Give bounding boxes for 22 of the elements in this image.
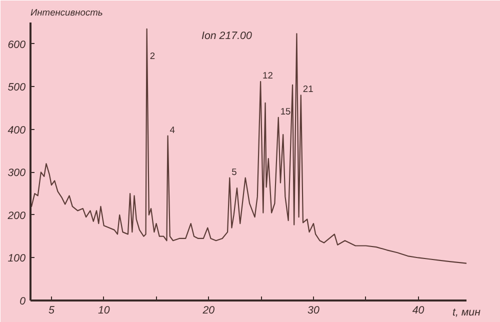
annotation: 5 [232, 166, 237, 177]
line-series [31, 28, 466, 264]
x-axis-title: t, мин [452, 306, 481, 318]
y-tick-label: 600 [8, 38, 26, 51]
annotation: 15 [280, 106, 291, 116]
y-axis-title: Интенсивность [30, 8, 103, 18]
x-tick-label: 20 [202, 304, 215, 316]
annotation: 21 [302, 84, 314, 94]
y-tick-label: 100 [8, 252, 26, 265]
x-tick-label: 10 [98, 304, 110, 316]
x-tick-label: 30 [308, 304, 320, 316]
y-tick-label: 300 [8, 167, 26, 180]
annotation: 2 [150, 50, 156, 61]
x-tick-label: 5 [48, 304, 54, 316]
annotation: 4 [170, 124, 175, 135]
annotation: 12 [262, 70, 273, 81]
text: Ion 217.00 [202, 30, 252, 42]
y-tick-label: 0 [20, 296, 26, 308]
y-tick-label: 500 [8, 82, 26, 94]
x-tick-label: 40 [412, 304, 424, 316]
y-tick-label: 400 [8, 124, 26, 136]
y-tick-label: 200 [6, 210, 26, 222]
